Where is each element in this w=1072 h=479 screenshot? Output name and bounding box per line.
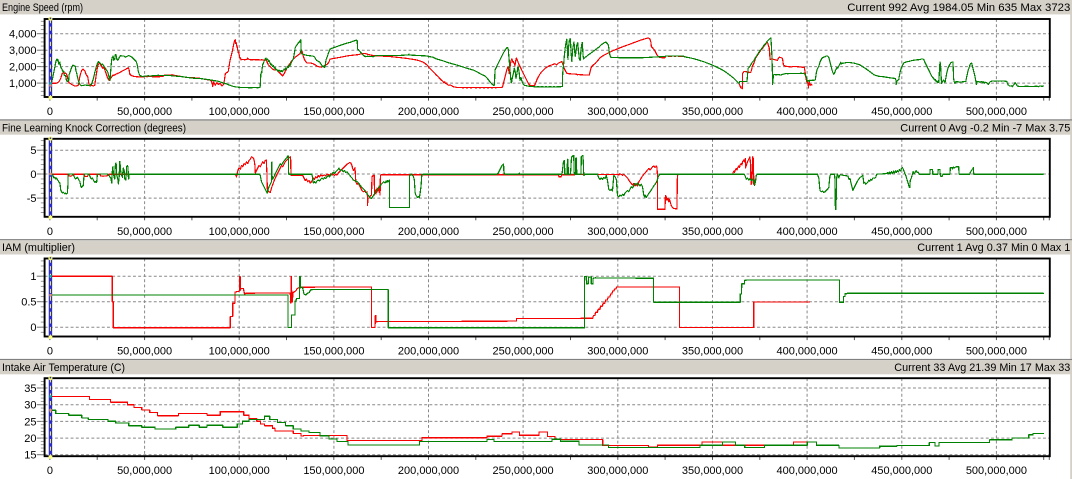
svg-text:20: 20 (24, 433, 36, 445)
svg-text:25: 25 (24, 416, 36, 428)
svg-text:Engine Speed (rpm): Engine Speed (rpm) (2, 2, 83, 14)
svg-text:500,000,000: 500,000,000 (966, 346, 1027, 358)
svg-text:250,000,000: 250,000,000 (493, 106, 554, 118)
svg-text:200,000,000: 200,000,000 (398, 346, 459, 358)
svg-text:4,000: 4,000 (9, 29, 37, 41)
svg-text:1: 1 (30, 271, 36, 283)
svg-text:300,000,000: 300,000,000 (587, 346, 648, 358)
svg-text:350,000,000: 350,000,000 (682, 346, 743, 358)
svg-text:350,000,000: 350,000,000 (682, 106, 743, 118)
svg-text:IAM (multiplier): IAM (multiplier) (2, 242, 75, 254)
svg-text:250,000,000: 250,000,000 (493, 465, 554, 477)
svg-text:350,000,000: 350,000,000 (682, 465, 743, 477)
svg-text:3,000: 3,000 (9, 45, 37, 57)
svg-text:400,000,000: 400,000,000 (777, 465, 838, 477)
svg-text:400,000,000: 400,000,000 (777, 106, 838, 118)
svg-text:500,000,000: 500,000,000 (966, 465, 1027, 477)
svg-text:Intake Air Temperature (C): Intake Air Temperature (C) (2, 362, 125, 374)
svg-text:Fine Learning Knock Correction: Fine Learning Knock Correction (degrees) (2, 122, 186, 134)
svg-text:0: 0 (47, 346, 53, 358)
svg-text:150,000,000: 150,000,000 (303, 465, 364, 477)
svg-text:Current 0 Avg -0.2 Min -7 Max: Current 0 Avg -0.2 Min -7 Max 3.75 (900, 122, 1070, 134)
svg-text:5: 5 (30, 145, 36, 157)
svg-text:400,000,000: 400,000,000 (777, 226, 838, 238)
svg-text:200,000,000: 200,000,000 (398, 106, 459, 118)
svg-text:0: 0 (30, 169, 36, 181)
svg-text:50,000,000: 50,000,000 (117, 106, 172, 118)
svg-text:-5: -5 (27, 193, 37, 205)
svg-text:300,000,000: 300,000,000 (587, 465, 648, 477)
svg-text:0: 0 (47, 465, 53, 477)
svg-text:400,000,000: 400,000,000 (777, 346, 838, 358)
svg-text:450,000,000: 450,000,000 (871, 106, 932, 118)
svg-text:0: 0 (47, 226, 53, 238)
svg-text:50,000,000: 50,000,000 (117, 346, 172, 358)
svg-text:Current 992 Avg 1984.05 Min 63: Current 992 Avg 1984.05 Min 635 Max 3723 (847, 2, 1070, 14)
svg-text:250,000,000: 250,000,000 (493, 346, 554, 358)
svg-text:50,000,000: 50,000,000 (117, 465, 172, 477)
svg-text:100,000,000: 100,000,000 (209, 465, 270, 477)
svg-text:0: 0 (30, 322, 36, 334)
svg-text:0.5: 0.5 (21, 297, 36, 309)
svg-text:100,000,000: 100,000,000 (209, 106, 270, 118)
svg-text:450,000,000: 450,000,000 (871, 226, 932, 238)
svg-text:450,000,000: 450,000,000 (871, 346, 932, 358)
svg-text:200,000,000: 200,000,000 (398, 226, 459, 238)
svg-text:300,000,000: 300,000,000 (587, 226, 648, 238)
svg-text:2,000: 2,000 (9, 62, 37, 74)
svg-text:150,000,000: 150,000,000 (303, 106, 364, 118)
svg-text:35: 35 (24, 383, 36, 395)
svg-text:30: 30 (24, 400, 36, 412)
svg-text:200,000,000: 200,000,000 (398, 465, 459, 477)
svg-text:50,000,000: 50,000,000 (117, 226, 172, 238)
svg-text:Current 1 Avg 0.37 Min 0 Max 1: Current 1 Avg 0.37 Min 0 Max 1 (917, 242, 1070, 254)
svg-text:0: 0 (47, 106, 53, 118)
svg-text:150,000,000: 150,000,000 (303, 346, 364, 358)
svg-text:350,000,000: 350,000,000 (682, 226, 743, 238)
svg-text:150,000,000: 150,000,000 (303, 226, 364, 238)
svg-text:250,000,000: 250,000,000 (493, 226, 554, 238)
svg-text:300,000,000: 300,000,000 (587, 106, 648, 118)
svg-text:100,000,000: 100,000,000 (209, 346, 270, 358)
svg-text:500,000,000: 500,000,000 (966, 106, 1027, 118)
svg-text:1,000: 1,000 (9, 78, 37, 90)
svg-text:15: 15 (24, 450, 36, 462)
svg-text:450,000,000: 450,000,000 (871, 465, 932, 477)
svg-text:100,000,000: 100,000,000 (209, 226, 270, 238)
svg-text:Current 33 Avg 21.39 Min 17 Ma: Current 33 Avg 21.39 Min 17 Max 33 (894, 362, 1070, 374)
svg-text:500,000,000: 500,000,000 (966, 226, 1027, 238)
